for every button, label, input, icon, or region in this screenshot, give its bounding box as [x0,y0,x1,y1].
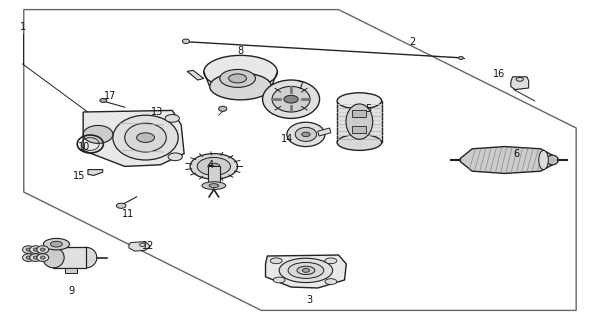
Ellipse shape [125,123,166,152]
Ellipse shape [337,93,381,109]
Ellipse shape [26,248,31,251]
Ellipse shape [83,125,113,143]
Ellipse shape [325,258,337,264]
Ellipse shape [30,246,42,253]
Ellipse shape [539,150,548,170]
Ellipse shape [40,256,45,259]
Polygon shape [511,77,529,90]
Bar [352,126,366,133]
Ellipse shape [26,256,31,259]
Text: 15: 15 [73,171,85,181]
Polygon shape [129,242,150,251]
Ellipse shape [37,246,49,253]
Ellipse shape [229,74,247,83]
Ellipse shape [197,157,230,175]
Ellipse shape [30,254,42,261]
Polygon shape [88,170,103,175]
Ellipse shape [116,203,126,208]
Ellipse shape [287,122,325,147]
Ellipse shape [297,266,315,275]
Ellipse shape [43,247,64,268]
Text: 7: 7 [297,81,303,92]
Ellipse shape [279,258,333,283]
Ellipse shape [75,247,97,268]
Ellipse shape [33,256,38,259]
Ellipse shape [43,238,69,250]
Ellipse shape [270,258,282,264]
Polygon shape [187,70,204,80]
Ellipse shape [37,254,49,261]
Text: 6: 6 [514,148,520,159]
Ellipse shape [459,56,463,60]
Ellipse shape [100,99,107,102]
Polygon shape [266,255,346,288]
Ellipse shape [165,115,179,122]
Text: 8: 8 [238,46,244,56]
Ellipse shape [113,115,178,160]
Ellipse shape [202,182,226,189]
Ellipse shape [168,153,182,161]
Polygon shape [460,147,552,173]
Ellipse shape [190,154,238,179]
Ellipse shape [284,95,298,103]
Ellipse shape [337,134,381,150]
Ellipse shape [137,133,154,142]
Ellipse shape [288,262,324,278]
Ellipse shape [302,132,310,137]
Ellipse shape [23,254,34,261]
Text: 2: 2 [410,36,416,47]
Ellipse shape [272,86,310,112]
Text: 3: 3 [306,295,312,305]
Polygon shape [65,268,77,273]
Ellipse shape [208,163,220,170]
Ellipse shape [546,155,558,165]
Bar [352,110,366,117]
Ellipse shape [325,279,337,284]
Text: 17: 17 [104,91,116,101]
Ellipse shape [210,73,271,100]
Text: 9: 9 [68,286,74,296]
Ellipse shape [33,248,38,251]
Ellipse shape [40,248,45,251]
Text: 4: 4 [208,160,214,170]
Text: 16: 16 [493,68,505,79]
Polygon shape [318,128,331,136]
Text: 10: 10 [78,142,90,152]
Ellipse shape [209,184,219,188]
Text: 12: 12 [143,241,154,252]
Ellipse shape [182,39,189,44]
Bar [53,247,86,268]
Bar [208,166,220,186]
Bar [337,101,381,142]
Ellipse shape [219,106,227,111]
Text: 14: 14 [281,134,293,144]
Ellipse shape [295,127,317,141]
Text: 1: 1 [20,22,26,32]
Ellipse shape [23,246,34,253]
Text: 13: 13 [151,107,163,117]
Polygon shape [83,110,184,166]
Text: 5: 5 [365,104,371,114]
Ellipse shape [302,268,309,272]
Ellipse shape [220,69,255,87]
Text: 11: 11 [122,209,134,220]
Ellipse shape [346,104,373,139]
Ellipse shape [273,277,285,283]
Ellipse shape [204,55,277,89]
Ellipse shape [50,241,62,247]
Ellipse shape [263,80,320,118]
